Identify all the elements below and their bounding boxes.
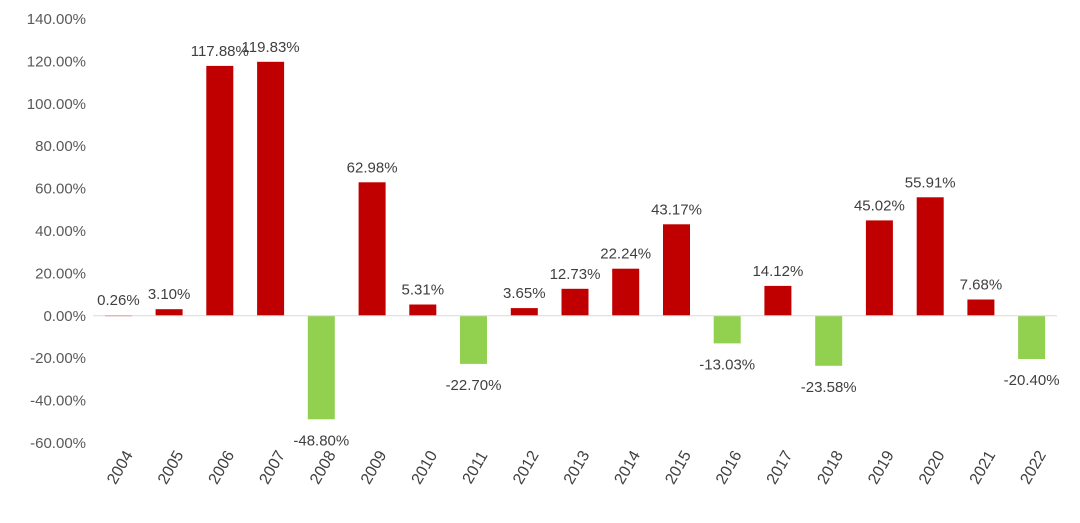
bar-2021: [967, 299, 995, 316]
x-tick-label-2021: 2021: [967, 448, 1000, 487]
x-tick-label-2010: 2010: [409, 448, 442, 487]
y-tick-label: 80.00%: [35, 138, 86, 155]
x-tick-label-2005: 2005: [155, 448, 188, 487]
data-label-2018: -23.58%: [801, 379, 857, 396]
x-tick-label-2022: 2022: [1017, 448, 1050, 487]
data-label-2008: -48.80%: [293, 432, 349, 449]
bar-2013: [561, 288, 589, 316]
x-tick-label-2018: 2018: [815, 448, 848, 487]
data-label-2020: 55.91%: [905, 174, 956, 191]
data-label-2004: 0.26%: [97, 292, 140, 309]
y-tick-label: 100.00%: [27, 96, 86, 113]
bar-2009: [358, 182, 386, 316]
data-labels: 0.26% 3.10% 117.88%119.83% -48.80% 62.98% 5.3…: [97, 39, 1060, 449]
bar-2017: [764, 285, 792, 316]
bar-2011: [460, 315, 487, 364]
data-label-2011: -22.70%: [446, 377, 502, 394]
data-label-2014: 22.24%: [600, 246, 651, 263]
bar-2015: [663, 224, 690, 316]
x-tick-label-2016: 2016: [713, 448, 746, 487]
y-tick-label: -20.00%: [30, 350, 86, 367]
y-tick-label: 40.00%: [35, 223, 86, 240]
y-tick-label: 120.00%: [27, 53, 86, 70]
bar-2018: [815, 315, 843, 366]
bar-2020: [916, 197, 944, 316]
bar-2016: [713, 315, 741, 344]
x-tick-label-2015: 2015: [662, 448, 695, 487]
x-tick-label-2012: 2012: [510, 448, 543, 487]
y-axis-ticks: 140.00% 120.00% 100.00% 80.00% 60.00% 40.00% 2…: [27, 11, 86, 452]
y-tick-label: -60.00%: [30, 435, 86, 452]
x-tick-label-2014: 2014: [612, 448, 645, 487]
x-tick-label-2011: 2011: [460, 449, 492, 487]
data-label-2005: 3.10%: [148, 286, 191, 303]
x-tick-label-2006: 2006: [206, 448, 239, 487]
x-tick-label-2004: 2004: [104, 448, 137, 487]
data-label-2017: 14.12%: [752, 263, 803, 280]
x-tick-label-2013: 2013: [561, 448, 594, 487]
x-tick-label-2017: 2017: [764, 448, 797, 487]
x-axis-labels: 2004 2005 2006 2007 2008 2009 2010 2011 2012 2013…: [104, 448, 1050, 487]
data-label-2009: 62.98%: [347, 159, 398, 176]
bar-2005: [155, 309, 183, 316]
x-tick-label-2019: 2019: [865, 448, 898, 487]
bar-2019: [865, 220, 893, 316]
bars: [104, 61, 1046, 420]
data-label-2016: -13.03%: [699, 356, 755, 373]
data-label-2021: 7.68%: [960, 277, 1003, 294]
x-tick-label-2020: 2020: [916, 448, 949, 487]
bar-2012: [510, 308, 538, 316]
y-tick-label: -40.00%: [30, 393, 86, 410]
bar-2014: [612, 268, 640, 316]
y-tick-label: 0.00%: [43, 308, 86, 325]
data-label-2010: 5.31%: [402, 282, 445, 299]
bar-2010: [409, 304, 437, 316]
data-label-2015: 43.17%: [651, 201, 702, 218]
bar-2007: [257, 61, 285, 316]
bar-2008: [307, 315, 335, 420]
x-tick-label-2008: 2008: [307, 448, 340, 487]
data-label-2022: -20.40%: [1004, 372, 1060, 389]
data-label-2007: 119.83%: [242, 39, 300, 56]
data-label-2012: 3.65%: [503, 285, 546, 302]
bar-2022: [1018, 315, 1046, 359]
x-tick-label-2007: 2007: [256, 448, 289, 487]
data-label-2019: 45.02%: [854, 197, 905, 214]
y-tick-label: 60.00%: [35, 181, 86, 198]
data-label-2006: 117.88%: [191, 43, 249, 60]
y-tick-label: 20.00%: [35, 265, 86, 282]
x-tick-label-2009: 2009: [358, 448, 391, 487]
bar-2006: [206, 65, 234, 316]
data-label-2013: 12.73%: [550, 266, 601, 283]
y-tick-label: 140.00%: [27, 11, 86, 28]
